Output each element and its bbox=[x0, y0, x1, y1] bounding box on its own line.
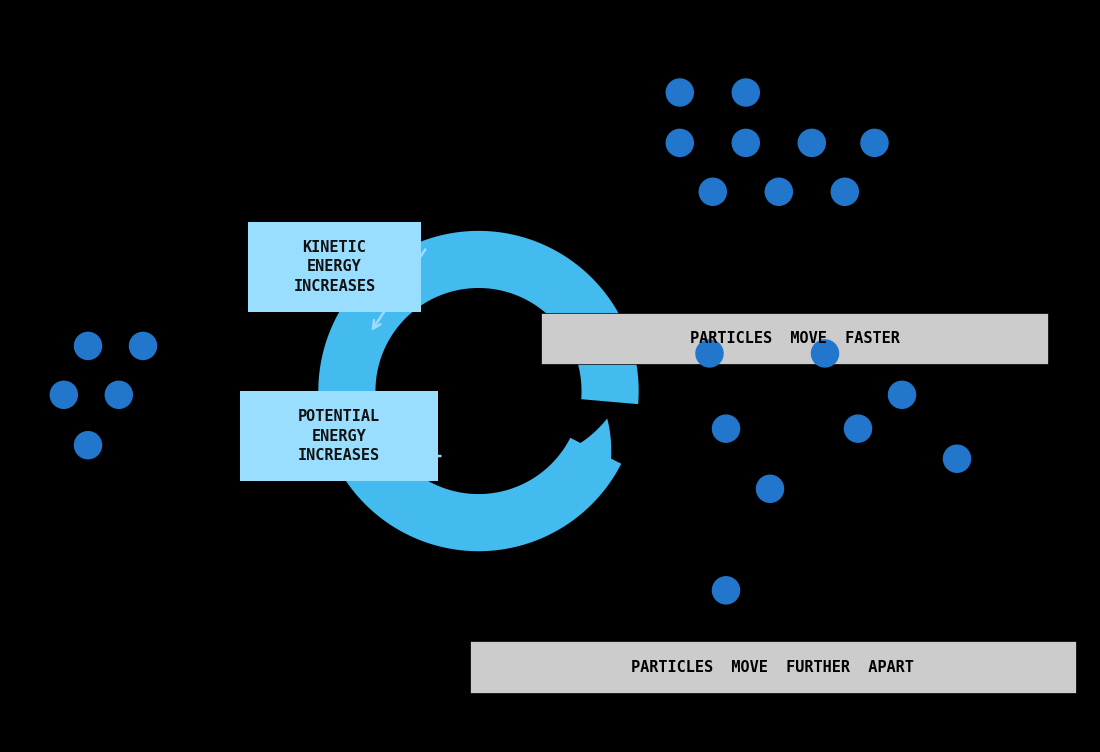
Circle shape bbox=[130, 332, 156, 359]
Polygon shape bbox=[319, 400, 378, 481]
Text: KINETIC
ENERGY
INCREASES: KINETIC ENERGY INCREASES bbox=[294, 240, 375, 294]
Circle shape bbox=[861, 129, 888, 156]
Circle shape bbox=[75, 432, 101, 459]
Text: PARTICLES  MOVE  FURTHER  APART: PARTICLES MOVE FURTHER APART bbox=[631, 660, 914, 675]
Text: POTENTIAL
ENERGY
INCREASES: POTENTIAL ENERGY INCREASES bbox=[298, 409, 380, 463]
Circle shape bbox=[75, 332, 101, 359]
Text: PARTICLES  MOVE  FASTER: PARTICLES MOVE FASTER bbox=[690, 331, 900, 346]
Circle shape bbox=[832, 178, 858, 205]
FancyBboxPatch shape bbox=[541, 313, 1048, 364]
Circle shape bbox=[51, 381, 77, 408]
Circle shape bbox=[889, 381, 915, 408]
Polygon shape bbox=[318, 231, 639, 432]
Circle shape bbox=[733, 129, 759, 156]
Circle shape bbox=[106, 381, 132, 408]
Circle shape bbox=[713, 415, 739, 442]
Circle shape bbox=[799, 129, 825, 156]
Circle shape bbox=[812, 340, 838, 367]
Circle shape bbox=[944, 445, 970, 472]
FancyBboxPatch shape bbox=[240, 391, 438, 481]
Circle shape bbox=[733, 79, 759, 106]
Polygon shape bbox=[336, 438, 622, 551]
Circle shape bbox=[667, 129, 693, 156]
Circle shape bbox=[757, 475, 783, 502]
Circle shape bbox=[845, 415, 871, 442]
FancyBboxPatch shape bbox=[470, 641, 1076, 693]
Polygon shape bbox=[561, 392, 613, 487]
Circle shape bbox=[667, 79, 693, 106]
Circle shape bbox=[696, 340, 723, 367]
Circle shape bbox=[713, 577, 739, 604]
FancyBboxPatch shape bbox=[248, 222, 421, 312]
Circle shape bbox=[766, 178, 792, 205]
Circle shape bbox=[700, 178, 726, 205]
